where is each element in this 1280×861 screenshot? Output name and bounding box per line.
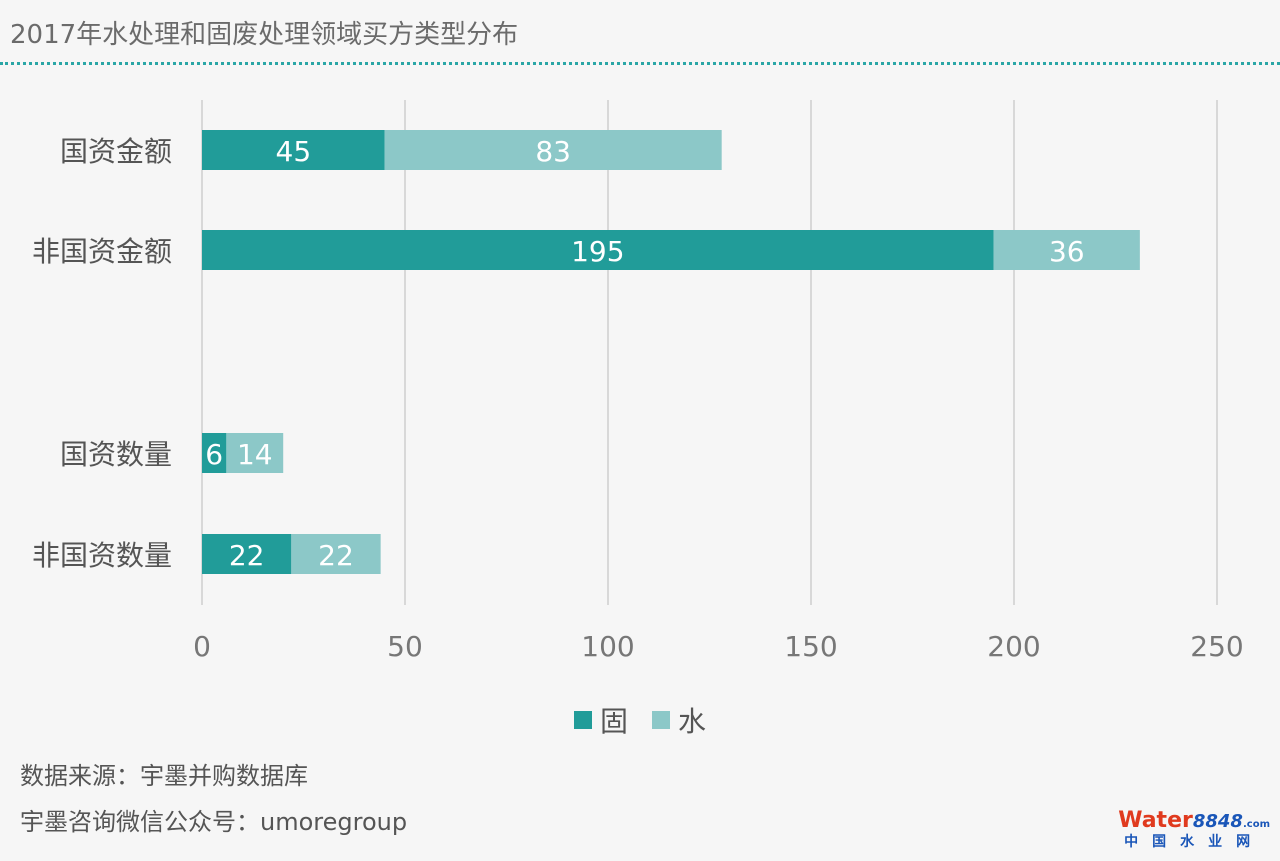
water8848-logo: Water8848.com 中国水业网: [1118, 808, 1270, 850]
data-label-solid-waste-3: 22: [229, 539, 265, 572]
x-tick-label-200: 200: [987, 630, 1040, 663]
x-tick-label-150: 150: [784, 630, 837, 663]
legend-item-solid-waste: 固: [573, 700, 628, 740]
data-label-solid-waste-2: 6: [205, 438, 223, 471]
x-tick-label-100: 100: [581, 630, 634, 663]
legend-swatch-solid-waste: [573, 711, 592, 729]
category-label-2: 国资数量: [60, 438, 172, 471]
legend-label-water: 水: [678, 705, 707, 738]
data-label-water-0: 83: [535, 135, 571, 168]
bar-water-3: [291, 534, 381, 574]
category-label-1: 非国资金额: [32, 235, 172, 268]
bar-solid-waste-3: [202, 534, 292, 574]
title-divider: [0, 62, 1280, 65]
category-label-3: 非国资数量: [32, 539, 172, 572]
data-source-note: 数据来源：宇墨并购数据库: [20, 762, 308, 790]
category-label-0: 国资金额: [60, 135, 172, 168]
bar-water-1: [993, 230, 1140, 270]
x-tick-label-0: 0: [193, 630, 211, 663]
bar-water-2: [226, 433, 284, 473]
legend-swatch-water: [652, 711, 670, 729]
bar-solid-waste-2: [202, 433, 227, 473]
x-tick-label-250: 250: [1190, 630, 1243, 663]
data-label-solid-waste-0: 45: [276, 135, 312, 168]
bar-solid-waste-0: [202, 130, 385, 170]
logo-subtitle: 中国水业网: [1124, 834, 1265, 850]
bar-solid-waste-1: [202, 230, 994, 270]
bar-water-0: [384, 130, 722, 170]
wechat-account-note: 宇墨咨询微信公众号：umoregroup: [20, 808, 408, 836]
legend-item-water: 水: [652, 700, 706, 740]
data-label-water-1: 36: [1049, 235, 1085, 268]
data-label-water-2: 14: [237, 438, 273, 471]
legend: 固 水: [0, 700, 1280, 740]
data-label-water-3: 22: [318, 539, 354, 572]
legend-label-solid-waste: 固: [599, 705, 628, 738]
data-label-solid-waste-1: 195: [571, 235, 624, 268]
x-tick-label-50: 50: [387, 630, 423, 663]
chart-title: 2017年水处理和固废处理领域买方类型分布: [10, 20, 519, 50]
